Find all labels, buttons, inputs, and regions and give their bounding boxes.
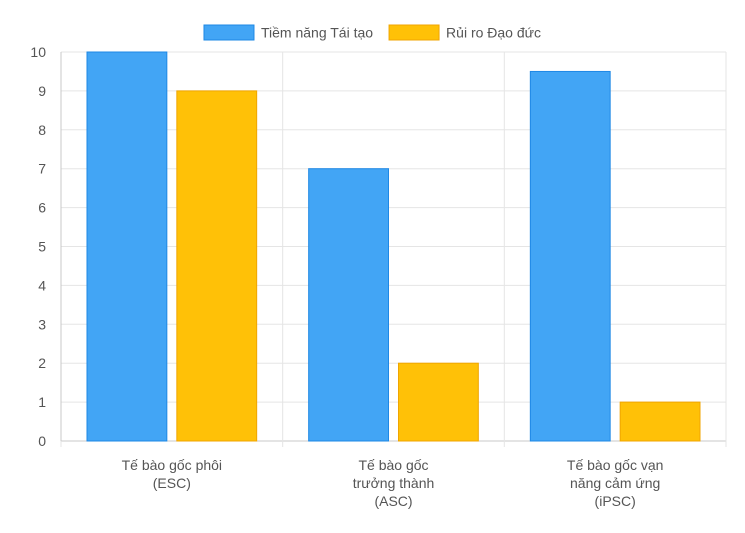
bar-ethical-risk bbox=[398, 362, 479, 442]
legend-swatch bbox=[388, 24, 440, 41]
axes: 0 1 2 3 4 5 6 7 8 9 10 Tế bào gốc phôi (ESC) Tế bào g… bbox=[30, 44, 663, 509]
y-tick-label: 10 bbox=[30, 44, 46, 60]
x-tick-label: Tế bào gốc vạn bbox=[567, 457, 664, 473]
x-tick-label: Tế bào gốc phôi bbox=[122, 457, 222, 473]
y-tick-label: 8 bbox=[38, 122, 46, 138]
y-tick-label: 0 bbox=[38, 433, 46, 449]
y-tick-label: 9 bbox=[38, 83, 46, 99]
y-tick-label: 4 bbox=[38, 277, 46, 293]
x-tick-label: trưởng thành bbox=[353, 475, 435, 491]
legend-label: Tiềm năng Tái tạo bbox=[261, 25, 373, 41]
bar-regeneration bbox=[529, 70, 611, 442]
x-tick-label: (iPSC) bbox=[595, 493, 636, 509]
y-tick-label: 1 bbox=[38, 394, 46, 410]
x-tick-label: Tế bào gốc bbox=[358, 457, 428, 473]
y-tick-label: 3 bbox=[38, 316, 46, 332]
bar-ethical-risk bbox=[176, 90, 258, 442]
y-tick-label: 2 bbox=[38, 355, 46, 371]
bars bbox=[86, 51, 701, 442]
y-tick-label: 6 bbox=[38, 200, 46, 216]
legend: Tiềm năng Tái tạo Rủi ro Đạo đức bbox=[203, 24, 541, 41]
x-tick-label: (ESC) bbox=[153, 475, 191, 491]
y-tick-label: 5 bbox=[38, 239, 46, 255]
legend-label: Rủi ro Đạo đức bbox=[446, 25, 541, 41]
bar-ethical-risk bbox=[619, 401, 701, 442]
y-tick-label: 7 bbox=[38, 161, 46, 177]
bar-regeneration bbox=[308, 168, 389, 442]
legend-swatch bbox=[203, 24, 255, 41]
x-tick-label: năng cảm ứng bbox=[570, 475, 660, 491]
bar-regeneration bbox=[86, 51, 168, 442]
x-tick-label: (ASC) bbox=[374, 493, 412, 509]
